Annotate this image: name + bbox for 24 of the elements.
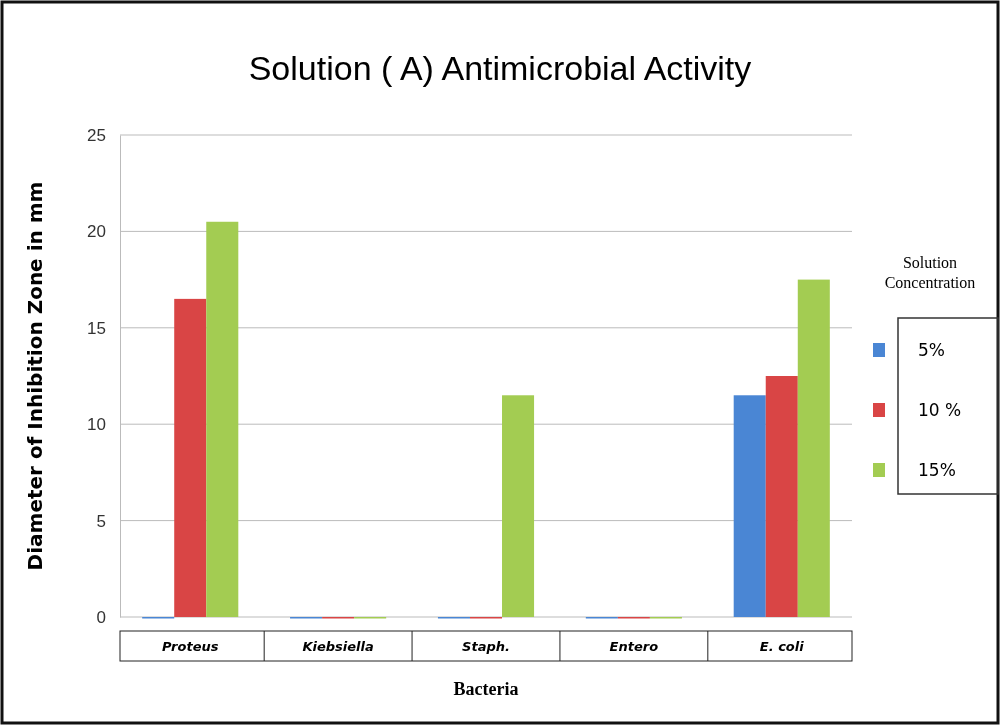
y-tick-label: 15 [87, 318, 106, 338]
bar [502, 395, 535, 617]
legend-label: 15% [918, 460, 956, 480]
x-tick-label: Proteus [161, 639, 219, 654]
bar [765, 376, 798, 617]
y-tick-label: 10 [87, 415, 106, 435]
legend-title: Solution Concentration [884, 254, 976, 291]
x-tick-label: E. coli [759, 639, 805, 654]
y-tick-label: 5 [96, 511, 106, 531]
x-tick-label: Kiebsiella [302, 639, 374, 654]
legend-label: 10 % [918, 400, 962, 420]
x-tick-label: Staph. [462, 639, 510, 654]
bar [174, 298, 207, 617]
bar [206, 221, 239, 617]
x-tick-label: Entero [609, 639, 659, 654]
x-axis-title: Bacteria [453, 679, 519, 699]
y-tick-label: 25 [87, 125, 106, 145]
y-axis-title: Diameter of Inhibition Zone in mm [23, 181, 47, 571]
y-tick-label: 20 [87, 222, 106, 242]
bar [797, 279, 830, 617]
legend-label: 5% [918, 340, 945, 360]
y-tick-label: 0 [96, 607, 106, 627]
bar [733, 395, 766, 617]
chart-title: Solution ( A) Antimicrobial Activity [248, 49, 752, 87]
